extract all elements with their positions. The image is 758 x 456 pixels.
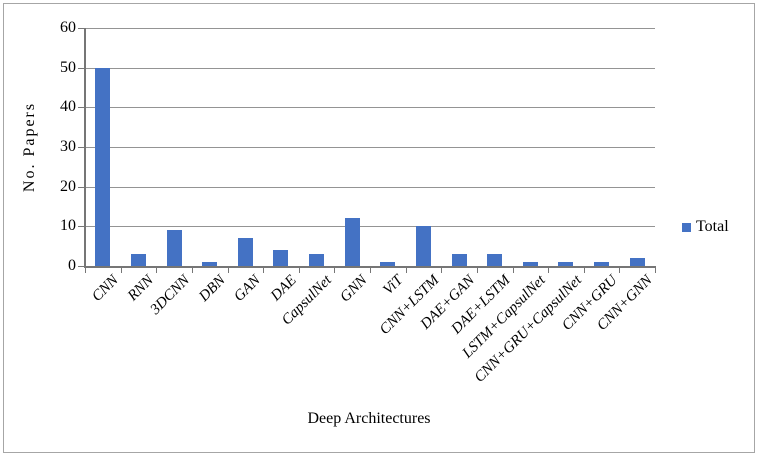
- x-tick-10: [441, 268, 443, 273]
- y-tick-0: [78, 266, 84, 267]
- bar-3DCNN: [166, 230, 182, 266]
- bar-ViT: [380, 262, 396, 266]
- bar-CNN+GNN: [629, 258, 645, 266]
- bar-CNN+LSTM: [415, 226, 431, 266]
- x-tick-1: [120, 268, 122, 273]
- gridline-10: [85, 226, 655, 228]
- x-tick-0: [85, 268, 86, 273]
- x-tick-4: [227, 268, 229, 273]
- y-axis-title: No. Papers: [21, 101, 38, 193]
- gridline-60: [85, 28, 655, 29]
- y-tick-50: [78, 67, 84, 69]
- x-tick-5: [263, 268, 265, 273]
- bar-DAE: [273, 250, 289, 266]
- bar-GAN: [237, 238, 253, 266]
- bar-DAE+LSTM: [487, 254, 503, 266]
- gridline-40: [85, 107, 655, 109]
- y-tick-label-60: 60: [60, 19, 76, 36]
- bar-GNN: [344, 218, 360, 266]
- bar-CNN: [95, 67, 111, 266]
- x-tick-13: [548, 268, 550, 273]
- legend-label-total: Total: [696, 218, 729, 235]
- x-tick-9: [405, 268, 407, 273]
- y-tick-label-20: 20: [60, 177, 76, 195]
- bar-RNN: [130, 254, 146, 266]
- x-axis-line: [84, 266, 656, 268]
- x-tick-3: [191, 268, 193, 273]
- y-tick-40: [78, 107, 84, 109]
- x-tick-8: [370, 268, 371, 273]
- y-tick-label-50: 50: [60, 58, 76, 76]
- y-tick-label-0: 0: [68, 257, 76, 274]
- gridline-20: [85, 186, 655, 188]
- x-tick-16: [655, 268, 656, 273]
- x-axis-title: Deep Architectures: [307, 410, 431, 427]
- bar-CNN+GRU+CapsulNet: [558, 262, 574, 266]
- x-tick-14: [583, 268, 585, 273]
- y-tick-label-40: 40: [60, 98, 76, 116]
- figure-border: [3, 3, 755, 453]
- y-axis-line: [84, 28, 86, 268]
- x-tick-15: [619, 268, 621, 273]
- y-tick-20: [78, 186, 84, 188]
- y-tick-60: [78, 28, 84, 29]
- x-tick-6: [298, 268, 300, 273]
- y-tick-label-10: 10: [60, 217, 76, 235]
- x-tick-12: [512, 268, 514, 273]
- y-tick-30: [78, 147, 84, 148]
- x-tick-11: [476, 268, 478, 273]
- legend: Total: [682, 218, 729, 236]
- bar-LSTM+CapsulNet: [522, 262, 538, 266]
- y-tick-label-30: 30: [60, 138, 76, 155]
- x-tick-2: [156, 268, 158, 273]
- gridline-30: [85, 147, 655, 148]
- y-tick-10: [78, 226, 84, 228]
- bar-DBN: [202, 262, 218, 266]
- x-tick-7: [334, 268, 336, 273]
- bar-CapsulNet: [309, 254, 325, 266]
- legend-swatch-icon: [682, 222, 691, 232]
- bar-CNN+GRU: [594, 262, 610, 266]
- gridline-50: [85, 67, 655, 69]
- bar-DAE+GAN: [451, 254, 467, 266]
